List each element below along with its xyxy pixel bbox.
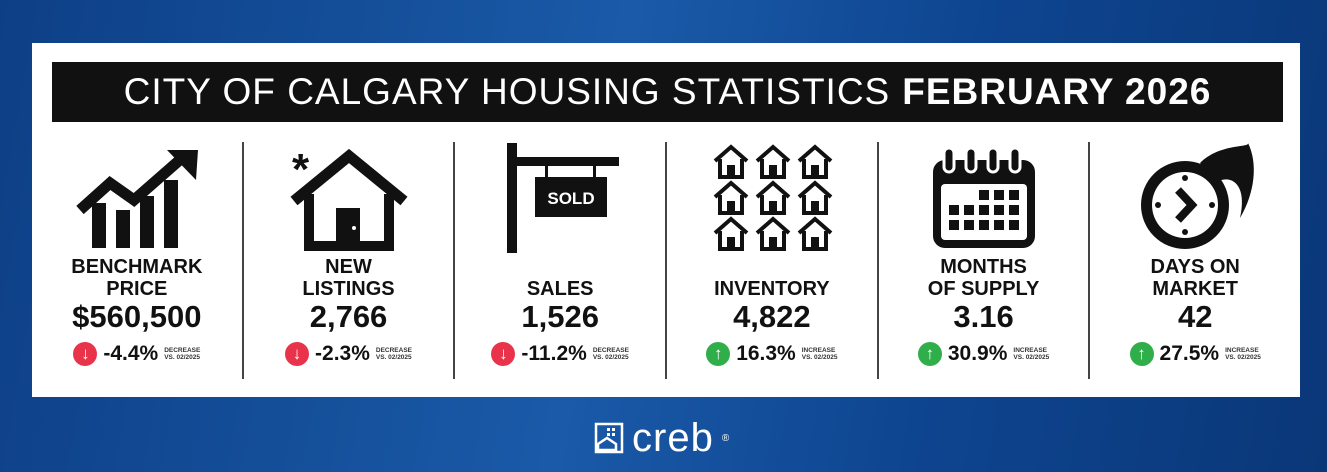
note-line1: DECREASE xyxy=(164,347,201,354)
change-note: DECREASE VS. 02/2025 xyxy=(376,347,412,361)
creb-logo: creb ® xyxy=(594,418,729,458)
stat-inventory: INVENTORY 4,822 ↑ 16.3% INCREASE VS. 02/2… xyxy=(667,142,879,379)
stat-value: 3.16 xyxy=(953,299,1014,334)
change-note: INCREASE VS. 02/2025 xyxy=(1225,347,1261,361)
change-percent: 27.5% xyxy=(1159,342,1220,365)
page-title: CITY OF CALGARY HOUSING STATISTICS FEBRU… xyxy=(52,62,1283,122)
change-percent: -2.3% xyxy=(315,342,370,365)
note-line2: VS. 02/2025 xyxy=(375,354,412,361)
note-line1: INCREASE xyxy=(1013,347,1047,354)
stat-label: DAYS ON MARKET xyxy=(1151,254,1240,300)
note-line1: DECREASE xyxy=(375,347,412,354)
calendar-icon xyxy=(919,142,1049,254)
creb-wordmark: creb xyxy=(632,416,714,460)
change-note: INCREASE VS. 02/2025 xyxy=(1013,347,1049,361)
stat-value: 2,766 xyxy=(309,299,388,334)
stat-label-line2: INVENTORY xyxy=(714,278,830,300)
stat-change: ↓ -2.3% DECREASE VS. 02/2025 xyxy=(285,342,412,366)
stat-label: BENCHMARK PRICE xyxy=(71,254,202,300)
stat-change: ↑ 30.9% INCREASE VS. 02/2025 xyxy=(917,342,1049,366)
stat-market: DAYS ON MARKET 42 ↑ 27.5% INCREASE VS. 02/… xyxy=(1090,142,1300,379)
note-line2: VS. 02/2025 xyxy=(164,354,200,361)
arrow-down-icon: ↓ xyxy=(285,342,310,366)
note-line2: VS. 02/2025 xyxy=(592,354,629,361)
note-line1: INCREASE xyxy=(801,347,836,354)
stat-change: ↑ 16.3% INCREASE VS. 02/2025 xyxy=(706,342,838,366)
change-percent: 16.3% xyxy=(736,342,796,365)
title-bold: FEBRUARY 2026 xyxy=(902,71,1212,112)
arrow-up-icon: ↑ xyxy=(1129,342,1154,366)
stat-listings: * NEW LISTINGS 2,766 ↓ -2.3% DECREASE VS. … xyxy=(244,142,456,379)
stat-of-supply: MONTHS OF SUPPLY 3.16 ↑ 30.9% INCREASE VS.… xyxy=(879,142,1091,379)
note-line2: VS. 02/2025 xyxy=(801,354,838,361)
change-percent: -11.2% xyxy=(521,342,587,365)
note-line2: VS. 02/2025 xyxy=(1013,354,1050,361)
change-note: INCREASE VS. 02/2025 xyxy=(802,347,838,361)
change-note: DECREASE VS. 02/2025 xyxy=(593,347,629,361)
creb-building-icon xyxy=(594,422,624,454)
stat-value: $560,500 xyxy=(72,299,202,334)
stat-label-line1: MONTHS xyxy=(940,256,1027,278)
stat-value: 42 xyxy=(1177,299,1213,334)
stat-label: MONTHS OF SUPPLY xyxy=(928,254,1040,300)
stat-label-line2: LISTINGS xyxy=(302,278,395,300)
stat-label-line2: PRICE xyxy=(106,278,168,300)
note-line1: INCREASE xyxy=(1225,347,1259,354)
change-note: DECREASE VS. 02/2025 xyxy=(164,347,200,361)
clock-fire-icon xyxy=(1130,142,1260,254)
house-icon: * xyxy=(284,142,414,254)
stat-label: INVENTORY xyxy=(714,254,830,300)
sold-sign-icon: SOLD xyxy=(495,142,625,254)
arrow-down-icon: ↓ xyxy=(491,342,516,366)
change-percent: 30.9% xyxy=(947,342,1008,365)
title-light: CITY OF CALGARY HOUSING STATISTICS xyxy=(123,71,891,112)
chart-up-icon xyxy=(72,142,202,254)
arrow-down-icon: ↓ xyxy=(73,342,98,366)
infographic-card: CITY OF CALGARY HOUSING STATISTICS FEBRU… xyxy=(32,43,1300,397)
stat-label: SALES xyxy=(527,254,594,300)
change-percent: -4.4% xyxy=(103,342,159,365)
note-line2: VS. 02/2025 xyxy=(1225,354,1261,361)
houses-grid-icon xyxy=(707,142,837,254)
stat-label-line1: BENCHMARK xyxy=(71,256,203,278)
stat-label-line1: DAYS ON xyxy=(1150,256,1240,278)
stat-label-line1: NEW xyxy=(325,256,372,278)
stat-change: ↑ 27.5% INCREASE VS. 02/2025 xyxy=(1129,342,1261,366)
stat-sales: SOLD SALES 1,526 ↓ -11.2% DECREASE VS. 02… xyxy=(455,142,668,379)
arrow-up-icon: ↑ xyxy=(706,342,731,366)
note-line1: DECREASE xyxy=(592,347,629,354)
svg-text:SOLD: SOLD xyxy=(548,189,595,208)
stat-label-line2: SALES xyxy=(526,278,594,300)
svg-text:*: * xyxy=(292,146,310,194)
stat-change: ↓ -4.4% DECREASE VS. 02/2025 xyxy=(73,342,200,366)
stat-price: BENCHMARK PRICE $560,500 ↓ -4.4% DECREASE… xyxy=(32,142,244,379)
stat-label-line2: OF SUPPLY xyxy=(927,278,1040,300)
stat-value: 1,526 xyxy=(521,299,599,334)
stat-change: ↓ -11.2% DECREASE VS. 02/2025 xyxy=(491,342,629,366)
arrow-up-icon: ↑ xyxy=(917,342,942,366)
registered-mark: ® xyxy=(721,432,730,444)
stat-label: NEW LISTINGS xyxy=(302,254,394,300)
stat-value: 4,822 xyxy=(733,299,811,334)
stat-label-line2: MARKET xyxy=(1152,278,1238,300)
stats-row: BENCHMARK PRICE $560,500 ↓ -4.4% DECREASE… xyxy=(32,138,1300,383)
